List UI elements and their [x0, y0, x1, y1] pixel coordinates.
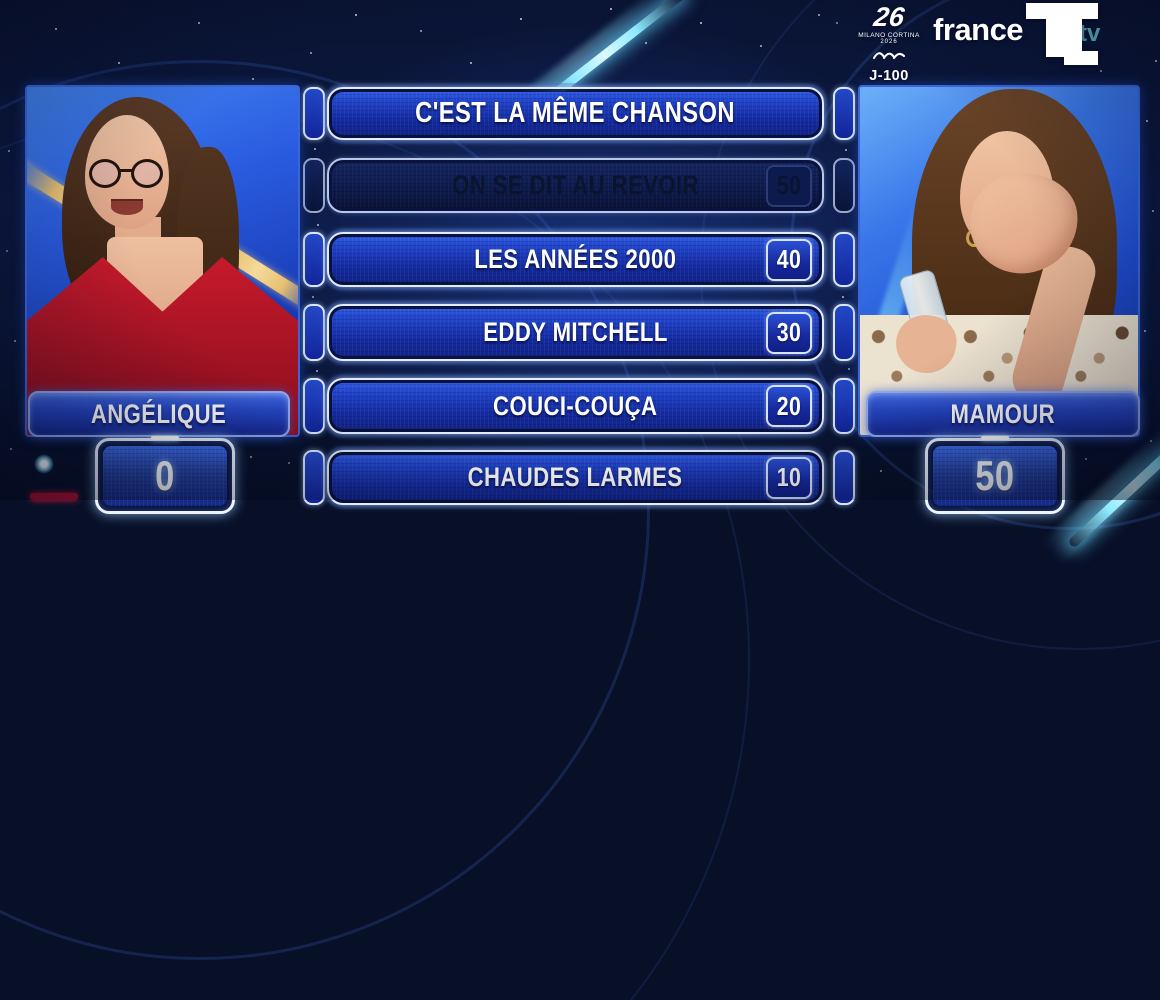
glasses-icon	[89, 159, 165, 191]
contestant-name: MAMOUR	[950, 398, 1056, 429]
side-pill	[303, 87, 325, 140]
side-pill	[833, 378, 855, 434]
countdown-label: J-100	[869, 68, 909, 84]
contestant-panel-right	[858, 85, 1140, 437]
milano-cortina-26-mark: 26	[871, 2, 907, 32]
score-value: 0	[155, 452, 175, 499]
side-pill	[303, 450, 325, 505]
board-row: CHAUDES LARMES 10	[327, 450, 824, 505]
song-title: EDDY MITCHELL	[483, 317, 668, 347]
side-pill	[833, 450, 855, 505]
points-badge: 40	[766, 238, 812, 281]
tele-loisirs-watermark: TL	[1026, 3, 1098, 69]
points-badge: 10	[766, 456, 812, 499]
board-row: ON SE DIT AU REVOIR 50	[327, 158, 824, 213]
side-pill	[833, 158, 855, 213]
board-title: C'EST LA MÊME CHANSON	[415, 97, 736, 129]
side-pill	[303, 232, 325, 287]
song-title: ON SE DIT AU REVOIR	[452, 170, 699, 200]
score-value: 50	[975, 452, 1015, 499]
song-title: LES ANNÉES 2000	[474, 244, 677, 274]
light-spark	[34, 454, 54, 474]
points-badge: 20	[766, 385, 812, 427]
score-box-left: 0	[95, 436, 235, 514]
glasses-bridge	[119, 169, 133, 172]
contestant-panel-left	[25, 85, 300, 437]
points-badge: 30	[766, 311, 812, 354]
paralympic-agitos-icon	[853, 47, 925, 65]
side-pill	[303, 304, 325, 361]
game-board: C'EST LA MÊME CHANSON ON SE DIT AU REVOI…	[327, 87, 824, 505]
points-badge: 50	[766, 164, 812, 207]
glasses-lens	[89, 159, 121, 188]
glasses-lens	[131, 159, 163, 188]
side-pill	[833, 87, 855, 140]
board-row: LES ANNÉES 2000 40	[327, 232, 824, 287]
contestant-name: ANGÉLIQUE	[91, 398, 227, 429]
song-title: COUCI-COUÇA	[493, 390, 658, 421]
side-pill	[303, 378, 325, 434]
nameplate-left: ANGÉLIQUE	[28, 391, 290, 437]
background-stars	[0, 0, 2, 2]
song-title: CHAUDES LARMES	[468, 462, 683, 492]
side-pill	[833, 304, 855, 361]
board-header: C'EST LA MÊME CHANSON	[327, 87, 824, 140]
red-set-strip	[30, 493, 78, 500]
contestant-left-smile	[111, 199, 143, 215]
france-brand-text: france	[933, 12, 1024, 47]
score-box-right: 50	[925, 436, 1065, 514]
board-row: EDDY MITCHELL 30	[327, 304, 824, 361]
board-row: COUCI-COUÇA 20	[327, 378, 824, 434]
side-pill	[833, 232, 855, 287]
milano-cortina-logo: 26 MILANO CORTINA 2026 J-100	[853, 2, 925, 84]
side-pill	[303, 158, 325, 213]
nameplate-right: MAMOUR	[866, 391, 1140, 437]
